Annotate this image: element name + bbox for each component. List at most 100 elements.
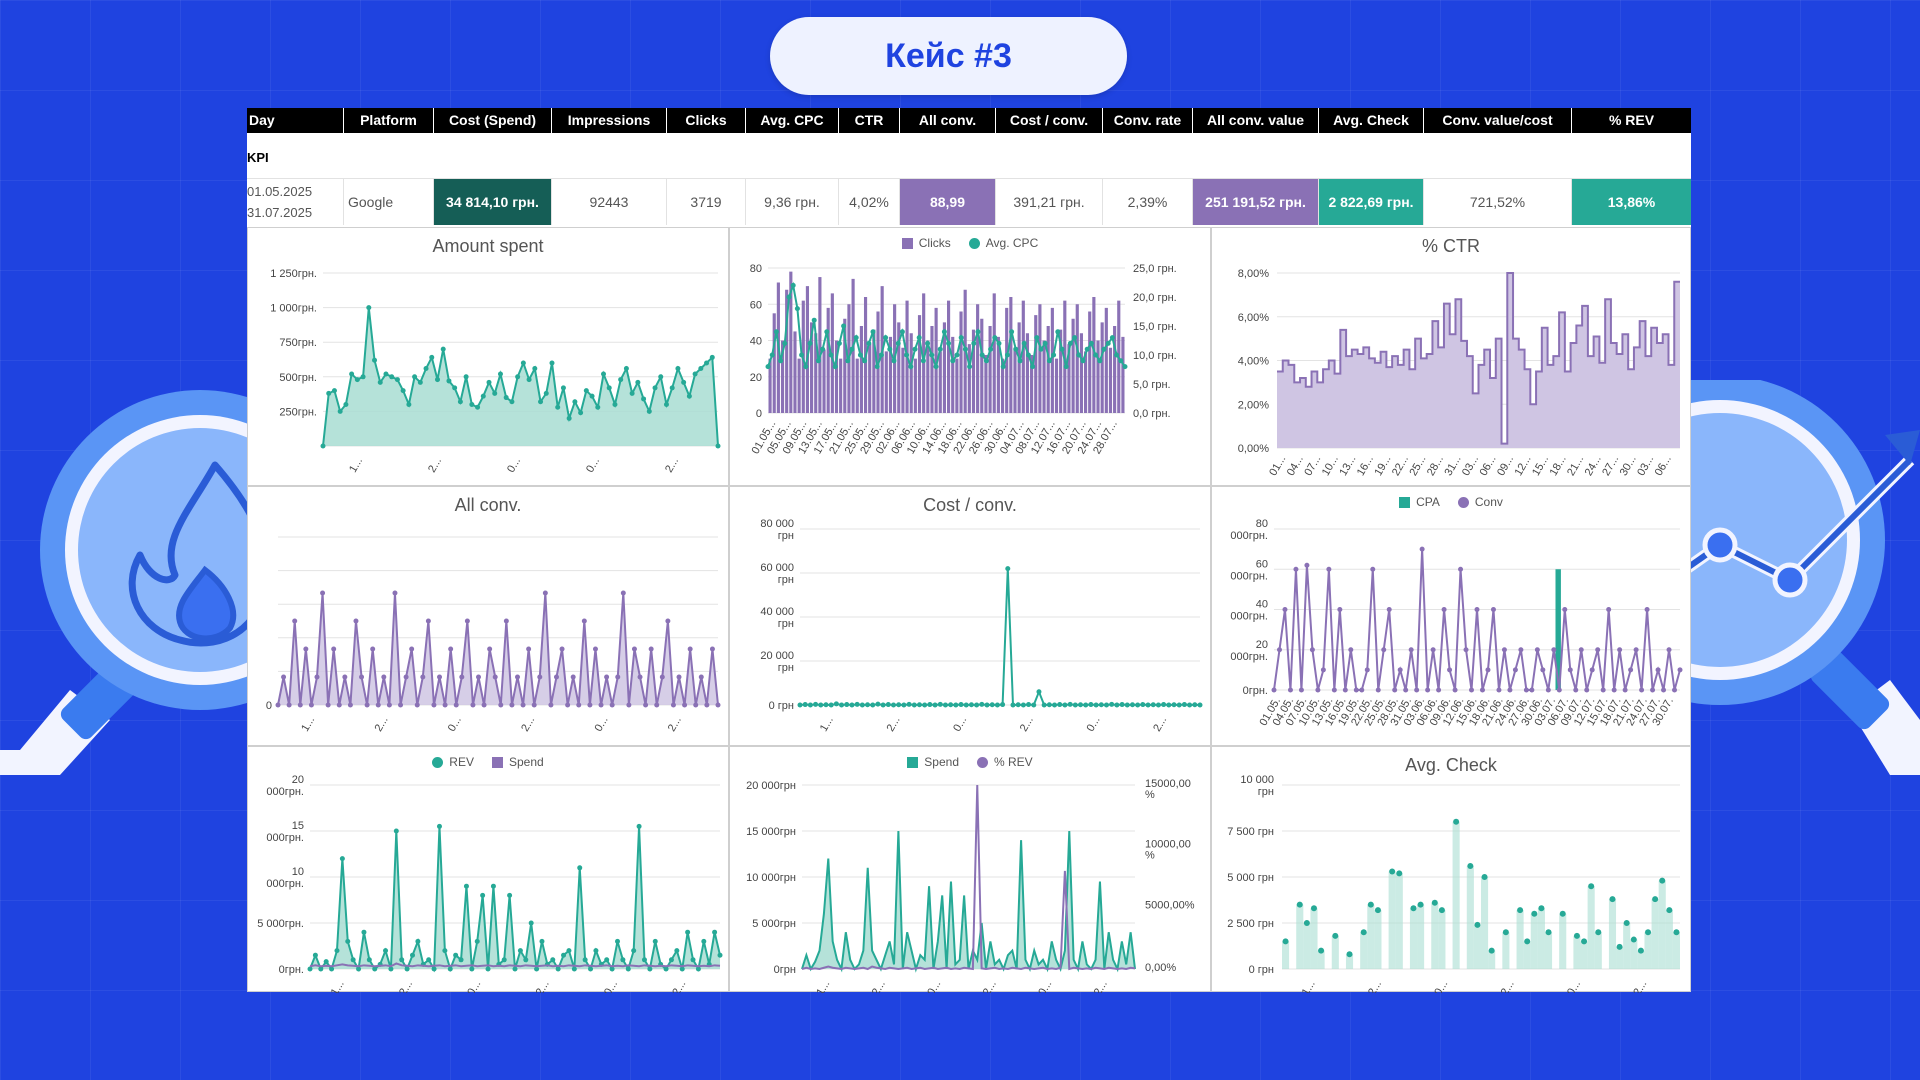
rev-pct-y-tick-1: 10000,00 (1145, 839, 1191, 851)
clicks-bar-28 (884, 351, 888, 413)
clicks-bar-22 (859, 326, 863, 413)
avg-cpc-point-21 (853, 335, 859, 341)
avg-check-point-53 (1659, 877, 1666, 884)
avg-check-bar-35 (1530, 913, 1538, 969)
clicks-bar-13 (822, 349, 826, 413)
conv-point-26 (1414, 687, 1420, 693)
rev-point-32 (480, 892, 486, 898)
amount-spent-point-50 (606, 385, 612, 391)
avg-cpc-point-80 (1101, 346, 1107, 352)
avg-check-bar-37 (1544, 932, 1553, 969)
all-conv-point-29 (437, 674, 443, 680)
amount-spent-point-5 (349, 371, 355, 377)
all-conv-point-28 (431, 702, 437, 708)
avg-check-bar-29 (1488, 950, 1496, 969)
amount-spent-point-3 (337, 408, 343, 414)
conv-point-64 (1622, 687, 1628, 693)
conv-point-34 (1458, 566, 1464, 572)
cost-conv-point-52 (1067, 701, 1073, 707)
clicks-y-tick-2: 40 (750, 336, 762, 348)
avg-cpc-point-39 (929, 352, 935, 358)
avg-cpc-point-44 (950, 358, 956, 364)
rev-point-27 (453, 952, 459, 958)
rev-point-19 (410, 952, 415, 958)
conv-point-56 (1578, 647, 1584, 653)
all-conv-point-35 (470, 702, 476, 708)
amount-spent-point-28 (480, 393, 486, 399)
avg-check-point-42 (1581, 938, 1588, 945)
conv-point-40 (1490, 607, 1496, 612)
ctr-xtick-4: 13... (1337, 454, 1358, 479)
clicks-bar-49 (971, 329, 976, 413)
cost-conv-point-17 (885, 702, 891, 708)
all-conv-point-23 (403, 674, 409, 680)
rev-point-51 (582, 957, 588, 963)
all-conv-point-20 (386, 702, 392, 708)
all-conv-point-8 (320, 590, 326, 596)
cost-conv-point-68 (1150, 702, 1156, 708)
amount-spent-point-36 (526, 377, 532, 383)
conv-point-8 (1315, 687, 1321, 693)
clicks-bar-6 (793, 331, 797, 413)
amount-spent-point-44 (572, 399, 578, 405)
cost-conv-point-74 (1181, 702, 1187, 708)
cpa-conv-y-tick-4: 0грн. (1243, 685, 1268, 697)
rev-spend-xtick-4: 0... (602, 979, 620, 994)
conv-point-69 (1650, 687, 1656, 693)
all-conv-point-53 (570, 674, 576, 680)
cost-conv-point-16 (880, 702, 886, 708)
avg-cpc-point-71 (1063, 364, 1069, 370)
ctr-area (1277, 273, 1680, 448)
all-conv-point-77 (704, 702, 710, 708)
avg-check-point-12 (1367, 901, 1374, 908)
clicks-bar-44 (951, 336, 955, 413)
cost-conv-xtick-1: 2... (885, 715, 903, 734)
rev-point-45 (550, 957, 556, 963)
rev-point-9 (356, 966, 362, 972)
clicks-bar-18 (843, 318, 847, 413)
amount-spent-point-41 (555, 404, 561, 410)
conv-point-42 (1501, 647, 1507, 653)
all-conv-point-15 (359, 674, 365, 680)
amount-spent-point-6 (354, 377, 360, 383)
amount-spent-point-37 (532, 365, 538, 371)
spend-rev-pct-xtick-1: 2... (870, 979, 888, 994)
avg-check-point-27 (1474, 921, 1481, 928)
avg-check-point-3 (1303, 920, 1310, 926)
cost-conv-y-tick-3: 20 000 (760, 650, 794, 662)
avg-check-point-43 (1588, 883, 1595, 890)
header-day: Day (247, 108, 344, 133)
header-avg-cpc: Avg. CPC (746, 108, 839, 133)
clicks-bar-59 (1013, 347, 1017, 413)
ctr-y-tick-2: 4,00% (1238, 356, 1269, 368)
all-conv-point-33 (459, 674, 465, 680)
rev-pct-y-tick-2: 5000,00% (1145, 899, 1195, 911)
all-conv-point-12 (342, 674, 348, 680)
avg-check-point-49 (1630, 936, 1637, 943)
cost-conv-point-8 (839, 702, 845, 708)
clicks-bar-32 (901, 347, 905, 413)
avg-cpc-point-40 (933, 364, 939, 370)
rev-point-72 (695, 966, 701, 972)
cell-date-to: 31.07.2025 (247, 205, 313, 220)
avg-cpc-point-79 (1097, 358, 1103, 364)
avg-check-y-tick-0-unit: грн (1258, 786, 1274, 798)
amount-spent-point-16 (412, 374, 418, 380)
rev-spend-xtick-3: 2... (534, 979, 552, 994)
clicks-bar-50 (976, 304, 980, 413)
avg-cpc-point-3 (778, 358, 784, 364)
cost-conv-point-23 (916, 702, 922, 708)
conv-point-47 (1529, 687, 1535, 693)
conv-point-24 (1403, 687, 1409, 693)
all-conv-point-6 (308, 702, 314, 708)
rev-spend-y-tick-1-unit: 000грн. (266, 832, 304, 844)
conv-point-2 (1282, 607, 1288, 612)
rev-point-75 (712, 929, 718, 935)
avg-check-xtick-3: 2... (1499, 979, 1517, 994)
clicks-bar-25 (872, 329, 876, 413)
clicks-bar-21 (855, 358, 859, 413)
all-conv-point-43 (514, 674, 520, 680)
avg-cpc-point-77 (1088, 340, 1094, 346)
spend-y-tick-4: 0грн (774, 964, 796, 976)
all-conv-point-69 (659, 674, 665, 680)
